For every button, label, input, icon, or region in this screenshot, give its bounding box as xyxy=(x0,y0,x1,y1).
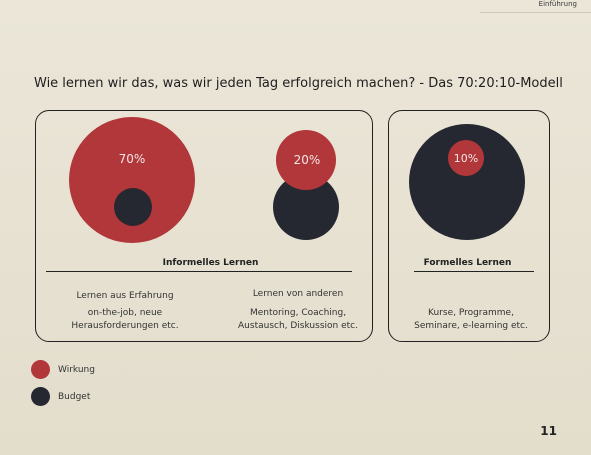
circle-10-wirkung xyxy=(448,140,484,176)
label-70: 70% xyxy=(119,152,146,166)
legend-dot-wirkung xyxy=(31,360,50,379)
label-10: 10% xyxy=(454,152,478,165)
circle-20-budget xyxy=(273,174,339,240)
circle-10-budget xyxy=(409,124,525,240)
circle-20-wirkung xyxy=(276,130,336,190)
circle-70-wirkung xyxy=(69,117,195,243)
desc-20-examples: Mentoring, Coaching, Austausch, Diskussi… xyxy=(238,308,358,331)
header-rule xyxy=(480,12,591,13)
section-header: Einführung xyxy=(538,0,577,8)
page-number: 11 xyxy=(540,424,557,438)
legend-dot-budget xyxy=(31,387,50,406)
group-rule-informal xyxy=(46,271,352,273)
desc-20-title: Lernen von anderen xyxy=(252,289,344,299)
desc-70-examples: on-the-job, neue Herausforderungen etc. xyxy=(71,308,179,331)
informal-learning-panel xyxy=(35,110,373,342)
group-label-informal: Informelles Lernen xyxy=(162,258,259,268)
legend-label-wirkung: Wirkung xyxy=(58,364,95,375)
formal-learning-panel xyxy=(388,110,550,342)
label-20: 20% xyxy=(294,153,321,167)
legend-label-budget: Budget xyxy=(58,391,91,402)
legend-wirkung: Wirkung xyxy=(31,360,95,379)
legend-budget: Budget xyxy=(31,387,90,406)
desc-10-examples: Kurse, Programme, Seminare, e-learning e… xyxy=(414,308,528,331)
group-label-formal: Formelles Lernen xyxy=(423,258,512,268)
circle-70-budget xyxy=(114,188,152,226)
page-title: Wie lernen wir das, was wir jeden Tag er… xyxy=(34,76,563,91)
desc-70-title: Lernen aus Erfahrung xyxy=(76,291,174,301)
group-rule-formal xyxy=(414,271,534,273)
